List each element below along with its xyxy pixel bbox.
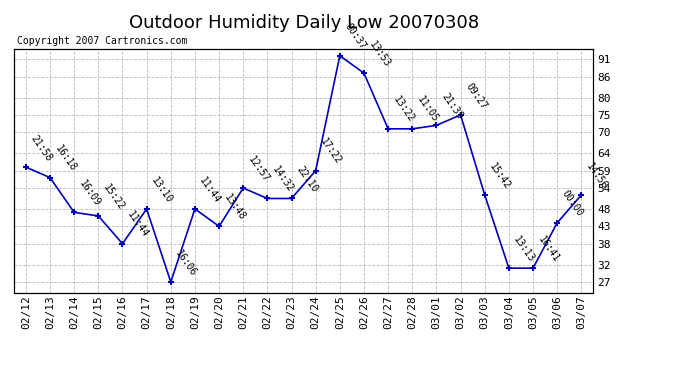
- Text: 22:10: 22:10: [295, 165, 319, 194]
- Text: 16:18: 16:18: [53, 144, 78, 173]
- Text: 17:22: 17:22: [319, 136, 344, 166]
- Text: 16:41: 16:41: [536, 234, 561, 264]
- Text: 15:22: 15:22: [101, 182, 126, 212]
- Text: 15:42: 15:42: [488, 161, 513, 191]
- Text: 14:56: 14:56: [584, 161, 609, 191]
- Text: 16:06: 16:06: [174, 248, 199, 278]
- Text: 13:53: 13:53: [367, 39, 392, 69]
- Text: 21:58: 21:58: [29, 133, 54, 163]
- Text: 16:09: 16:09: [77, 178, 102, 208]
- Text: Outdoor Humidity Daily Low 20070308: Outdoor Humidity Daily Low 20070308: [128, 13, 479, 32]
- Text: 00:37: 00:37: [343, 22, 368, 51]
- Text: Copyright 2007 Cartronics.com: Copyright 2007 Cartronics.com: [17, 36, 187, 46]
- Text: 09:27: 09:27: [464, 81, 489, 111]
- Text: 11:44: 11:44: [126, 210, 150, 240]
- Text: 00:00: 00:00: [560, 189, 585, 219]
- Text: 13:48: 13:48: [222, 192, 247, 222]
- Text: 11:44: 11:44: [198, 175, 223, 205]
- Text: 13:10: 13:10: [150, 175, 175, 205]
- Text: 21:39: 21:39: [440, 92, 464, 121]
- Text: 12:57: 12:57: [246, 154, 271, 184]
- Text: 11:05: 11:05: [415, 95, 440, 124]
- Text: 13:13: 13:13: [512, 234, 537, 264]
- Text: 14:32: 14:32: [270, 165, 295, 194]
- Text: 13:22: 13:22: [391, 95, 416, 124]
